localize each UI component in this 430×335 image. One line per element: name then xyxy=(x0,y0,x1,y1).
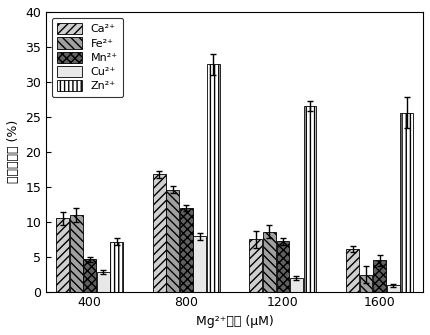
X-axis label: Mg²⁺浓度 (μM): Mg²⁺浓度 (μM) xyxy=(196,315,273,328)
Bar xyxy=(263,231,276,292)
Bar xyxy=(346,249,359,292)
Bar xyxy=(97,272,110,292)
Bar xyxy=(400,113,413,292)
Bar xyxy=(180,208,193,292)
Bar xyxy=(111,242,123,292)
Bar xyxy=(83,260,96,292)
Bar xyxy=(70,215,83,292)
Bar xyxy=(153,174,166,292)
Bar xyxy=(276,241,289,292)
Bar xyxy=(373,260,386,292)
Legend: Ca²⁺, Fe²⁺, Mn²⁺, Cu²⁺, Zn²⁺: Ca²⁺, Fe²⁺, Mn²⁺, Cu²⁺, Zn²⁺ xyxy=(52,17,123,97)
Bar xyxy=(194,237,206,292)
Bar xyxy=(166,190,179,292)
Bar xyxy=(207,64,220,292)
Bar xyxy=(249,239,262,292)
Y-axis label: 离子吸收率 (%): 离子吸收率 (%) xyxy=(7,120,20,184)
Bar xyxy=(304,106,316,292)
Bar xyxy=(359,275,372,292)
Bar xyxy=(56,218,69,292)
Bar xyxy=(387,285,399,292)
Bar xyxy=(290,278,303,292)
